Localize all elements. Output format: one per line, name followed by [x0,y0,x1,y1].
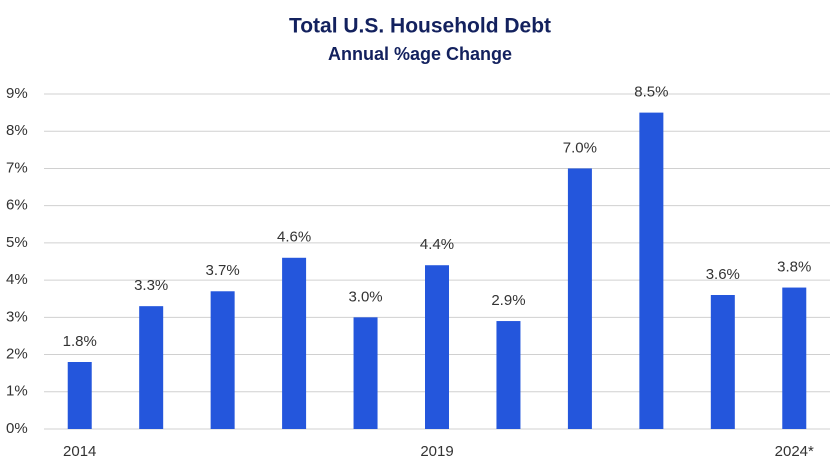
x-tick-label: 2019 [420,443,453,460]
x-tick-label: 2014 [63,443,96,460]
x-tick-label: 2024* [775,443,814,460]
value-label: 4.6% [277,229,311,246]
bar [353,317,378,429]
y-tick-label: 8% [6,122,28,139]
bar [210,291,235,429]
value-label: 3.6% [706,266,740,283]
chart-subtitle: Annual %age Change [328,44,512,64]
value-label: 3.3% [134,277,168,294]
y-tick-label: 3% [6,308,28,325]
bar [67,362,92,429]
value-label: 4.4% [420,236,454,253]
y-tick-label: 5% [6,234,28,251]
bar [282,257,307,429]
y-tick-label: 2% [6,346,28,363]
y-tick-label: 7% [6,159,28,176]
bar [567,168,592,429]
bar [639,112,664,429]
value-label: 8.5% [634,84,668,101]
value-label: 3.8% [777,259,811,276]
value-label: 1.8% [63,333,97,350]
bar [139,306,164,429]
y-tick-label: 0% [6,420,28,437]
y-tick-label: 6% [6,197,28,214]
y-tick-label: 4% [6,271,28,288]
bar [496,321,521,429]
bar [710,295,735,429]
chart-title: Total U.S. Household Debt [289,15,551,38]
y-tick-label: 1% [6,383,28,400]
bar [425,265,449,429]
value-label: 3.7% [206,262,240,279]
y-tick-label: 9% [6,85,28,102]
value-label: 3.0% [348,288,382,305]
bar [782,287,807,429]
value-label: 7.0% [563,139,597,156]
value-label: 2.9% [491,292,525,309]
